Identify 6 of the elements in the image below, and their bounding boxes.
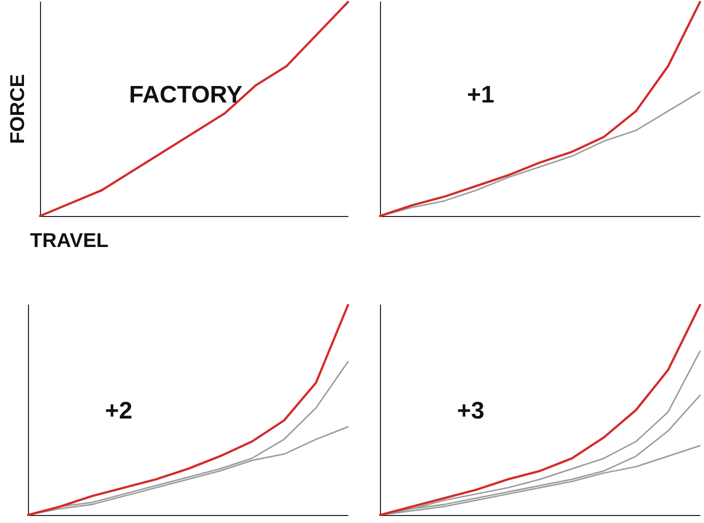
text: +2 — [105, 398, 132, 424]
text: +1 — [467, 82, 494, 108]
x-axis-title: TRAVEL — [30, 230, 109, 252]
y-axis-title: FORCE — [7, 74, 29, 144]
text: FACTORY — [129, 82, 242, 108]
text: +3 — [457, 398, 484, 424]
